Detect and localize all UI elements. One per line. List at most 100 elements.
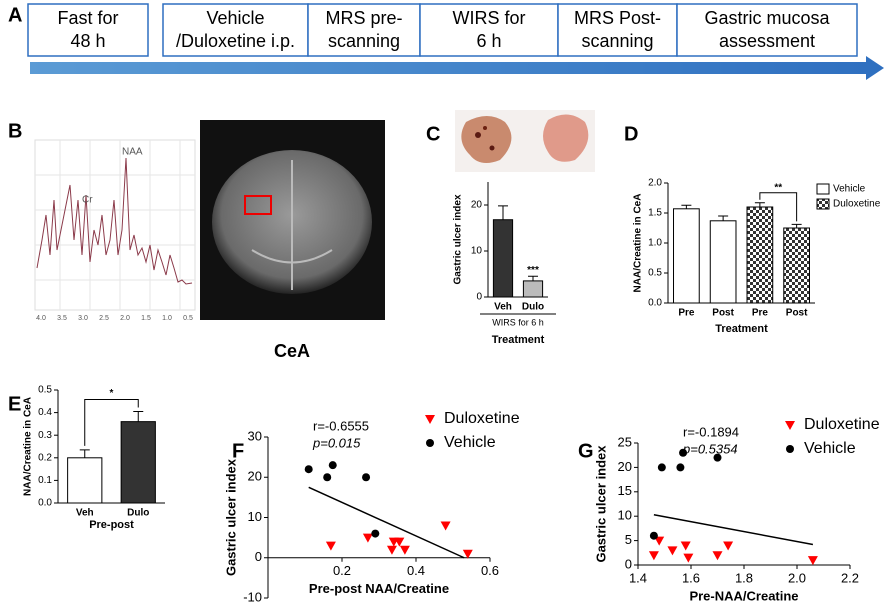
bar xyxy=(709,220,737,304)
y-tick-label: 0 xyxy=(476,292,482,303)
timeline-box xyxy=(27,3,149,57)
bar xyxy=(120,421,156,504)
y-tick-label: 10 xyxy=(248,509,262,524)
y-tick-label: 0.1 xyxy=(38,475,52,486)
point xyxy=(649,531,658,540)
y-tick-label: 10 xyxy=(471,246,483,257)
timeline-step: MRS pre- xyxy=(325,8,402,28)
mri-image xyxy=(200,120,385,320)
legend-marker xyxy=(425,415,435,424)
point xyxy=(328,461,337,470)
bar xyxy=(673,208,700,304)
bar xyxy=(522,280,544,298)
annotation: r=-0.6555 xyxy=(313,418,369,433)
spectrum-tick: 2.5 xyxy=(99,315,109,322)
timeline-step: Fast for xyxy=(57,8,118,28)
x-tick-label: Post xyxy=(786,308,808,319)
x-axis-label: Pre-post xyxy=(89,519,134,531)
y-tick-label: 20 xyxy=(248,469,262,484)
x-tick-label: 0.6 xyxy=(481,563,499,578)
x-tick-label: Veh xyxy=(76,508,94,519)
y-tick-label: 5 xyxy=(625,532,632,547)
point xyxy=(323,473,332,482)
y-axis-label: NAA/Creatine in CeA xyxy=(633,194,644,293)
y-tick-label: 2.0 xyxy=(648,178,662,189)
panel-label: A xyxy=(8,4,22,26)
timeline-box xyxy=(676,3,858,57)
panel-label: D xyxy=(624,123,638,145)
y-axis-label: NAA/Creatine in CeA xyxy=(23,397,34,496)
point xyxy=(394,537,405,547)
significance-bracket xyxy=(759,192,798,222)
point xyxy=(362,533,373,543)
error-bar xyxy=(79,449,90,458)
spectrum xyxy=(34,139,196,311)
stomach-photo xyxy=(455,110,595,172)
x-axis-label: Pre-NAA/Creatine xyxy=(689,588,798,603)
point xyxy=(371,529,380,538)
error-bar xyxy=(754,202,765,207)
annotation: p=0.5354 xyxy=(682,441,738,456)
timeline-step: WIRS for xyxy=(452,8,525,28)
legend-label: Duloxetine xyxy=(804,416,880,433)
panel-label: F xyxy=(232,440,244,462)
panel-label: E xyxy=(8,393,21,415)
timeline-step: Vehicle xyxy=(206,8,264,28)
error-bar xyxy=(528,275,538,281)
x-tick-label: 1.8 xyxy=(735,570,753,585)
legend-swatch xyxy=(816,198,830,210)
point xyxy=(723,541,734,551)
spectrum-tick: 3.0 xyxy=(78,315,88,322)
legend-label: Vehicle xyxy=(804,440,856,457)
point xyxy=(386,545,397,555)
x-tick-label: Dulo xyxy=(522,302,544,313)
point xyxy=(676,463,685,472)
timeline-step: MRS Post- xyxy=(574,8,661,28)
point xyxy=(667,546,678,556)
group-label: WIRS for 6 h xyxy=(492,317,544,327)
x-tick-label: 2.2 xyxy=(841,570,859,585)
legend-label: Duloxetine xyxy=(833,199,881,210)
trendline xyxy=(308,486,465,559)
x-axis-label: Treatment xyxy=(715,323,768,335)
point xyxy=(679,448,688,457)
spectrum-tick: 1.0 xyxy=(162,315,172,322)
y-tick-label: 0.0 xyxy=(648,298,662,309)
x-tick-label: Pre xyxy=(752,308,769,319)
y-axis-label: Gastric ulcer index xyxy=(223,458,238,576)
y-tick-label: 0.5 xyxy=(648,268,662,279)
point xyxy=(713,453,722,462)
x-tick-label: 1.4 xyxy=(629,570,647,585)
y-axis-label: Gastric ulcer index xyxy=(453,194,464,284)
y-tick-label: 10 xyxy=(618,508,632,523)
point xyxy=(648,551,659,561)
point xyxy=(807,556,818,566)
x-tick-label: Dulo xyxy=(127,508,149,519)
legend-marker xyxy=(785,421,795,430)
y-tick-label: 0.0 xyxy=(38,498,52,509)
timeline-box xyxy=(419,3,559,57)
x-tick-label: Veh xyxy=(494,302,512,313)
point xyxy=(462,549,473,559)
spectrum-tick: 1.5 xyxy=(141,315,151,322)
timeline-step: 6 h xyxy=(476,31,501,51)
panel-label: G xyxy=(578,440,594,462)
x-tick-label: Pre xyxy=(678,308,695,319)
error-bar xyxy=(498,205,508,220)
point xyxy=(440,521,451,531)
point xyxy=(680,541,691,551)
error-bar xyxy=(791,223,802,228)
x-tick-label: 0.4 xyxy=(407,563,425,578)
x-tick-label: Post xyxy=(712,308,734,319)
legend-label: Duloxetine xyxy=(444,410,520,427)
legend-swatch xyxy=(816,183,830,195)
peak-label: Cr xyxy=(82,195,93,206)
x-axis-label: Pre-post NAA/Creatine xyxy=(309,581,449,596)
y-tick-label: 25 xyxy=(618,434,632,449)
panel-label: B xyxy=(8,120,22,142)
bar xyxy=(492,219,514,298)
x-tick-label: 2.0 xyxy=(788,570,806,585)
bar xyxy=(746,206,774,304)
peak-label: NAA xyxy=(122,147,143,158)
